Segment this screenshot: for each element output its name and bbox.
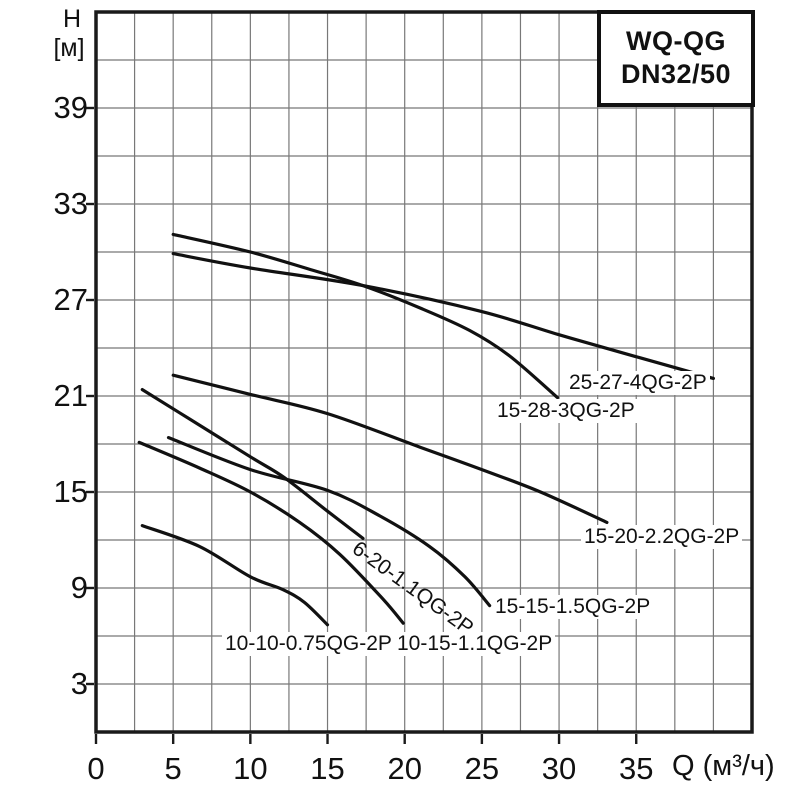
curve-15-15-1.5QG-2P — [166, 436, 492, 608]
model-size: DN32/50 — [620, 59, 732, 89]
curve-6-20-1.1QG-2P — [140, 388, 365, 540]
y-axis-title-unit: [м] — [53, 34, 85, 62]
curve-10-10-0.75QG-2P — [140, 524, 330, 627]
plot-border — [94, 10, 754, 734]
curve-10-15-1.1QG-2P — [137, 440, 405, 625]
x-axis-title: Q (м³/ч) — [672, 750, 775, 782]
model-title-box: WQ-QG DN32/50 — [597, 10, 755, 107]
curve-15-28-3QG-2P — [171, 232, 560, 400]
curve-25-27-4QG-2P — [171, 252, 715, 380]
model-name: WQ-QG — [626, 26, 726, 56]
curve-15-20-2.2QG-2P — [171, 373, 609, 524]
y-axis-title-h: H — [62, 5, 82, 33]
